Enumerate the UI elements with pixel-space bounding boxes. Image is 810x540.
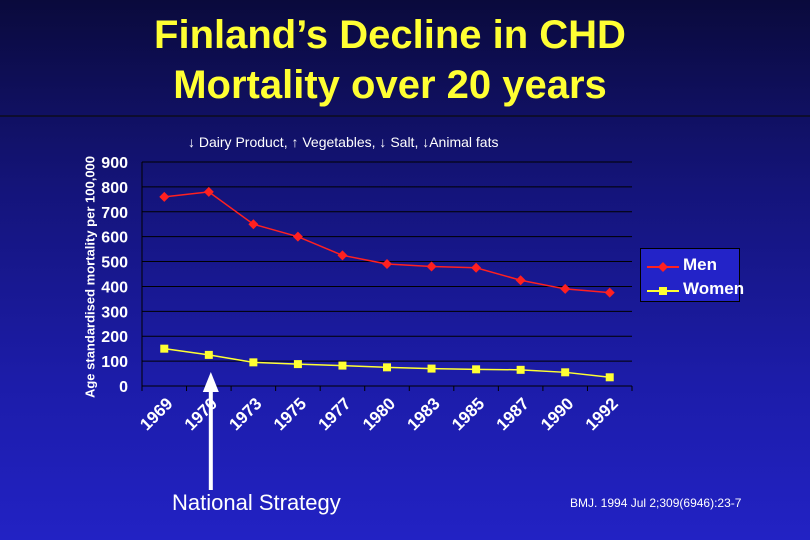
x-tick-label: 1990 [537,394,577,434]
arrow-head [202,372,219,392]
data-point-women [204,350,213,359]
y-tick-label: 600 [101,230,128,247]
data-point-women [427,364,436,373]
y-tick-label: 200 [101,329,128,346]
data-point-men [248,219,259,230]
y-tick-label: 900 [101,155,128,172]
y-tick-label: 100 [101,354,128,371]
data-point-women [160,344,169,353]
y-tick-label: 800 [101,180,128,197]
data-point-women [383,363,391,372]
data-point-women [338,361,347,370]
legend-label-men: Men [683,255,717,274]
legend: Men Women [640,248,744,302]
men-legend-marker [647,262,679,272]
data-point-women [605,373,614,382]
women-legend-marker [647,287,679,295]
data-point-men [159,191,170,202]
data-point-women [249,358,258,367]
x-tick-label: 1987 [493,394,533,434]
y-tick-labels: 0 100 200 300 400 500 600 700 800 900 [101,155,128,396]
y-tick-label: 700 [101,205,128,222]
title-line-1: Finland’s Decline in CHD [154,13,626,57]
data-point-men [426,261,437,272]
data-point-men [337,250,348,261]
x-tick-label: 1985 [448,394,488,434]
y-tick-label: 300 [101,304,128,321]
series-layer [159,186,615,382]
axes [141,162,633,391]
x-tick-label: 1977 [314,394,354,434]
x-tick-label: 1980 [359,394,399,434]
y-tick-label: 500 [101,255,128,272]
x-tick-label: 1992 [582,394,622,434]
x-tick-label: 1973 [225,394,265,434]
data-point-women [561,368,570,377]
chart-title: Finland’s Decline in CHD Mortality over … [60,10,720,110]
data-point-women [472,365,481,374]
title-line-2: Mortality over 20 years [173,63,607,107]
data-point-women [516,365,525,374]
national-strategy-arrow [202,372,219,490]
national-strategy-label: National Strategy [172,490,341,515]
data-point-women [293,360,302,369]
data-point-men [604,287,615,298]
source-citation: BMJ. 1994 Jul 2;309(6946):23-7 [570,496,742,510]
x-tick-label: 1970 [181,394,221,434]
data-point-men [471,262,482,273]
data-point-men [203,186,214,197]
series-line-men [164,191,610,294]
legend-label-women: Women [683,279,745,298]
data-point-men [515,275,526,286]
dietary-changes-annotation: ↓ Dairy Product, ↑ Vegetables, ↓ Salt, ↓… [188,134,499,150]
y-tick-label: 0 [119,379,128,396]
x-tick-label: 1983 [404,394,444,434]
x-tick-label: 1969 [136,394,176,434]
x-tick-label: 1975 [270,394,310,434]
data-point-men [382,259,392,270]
title-divider [0,115,810,117]
series-line-women [164,347,610,379]
data-point-men [560,283,571,294]
data-point-men [292,231,303,242]
y-tick-label: 400 [101,279,128,296]
